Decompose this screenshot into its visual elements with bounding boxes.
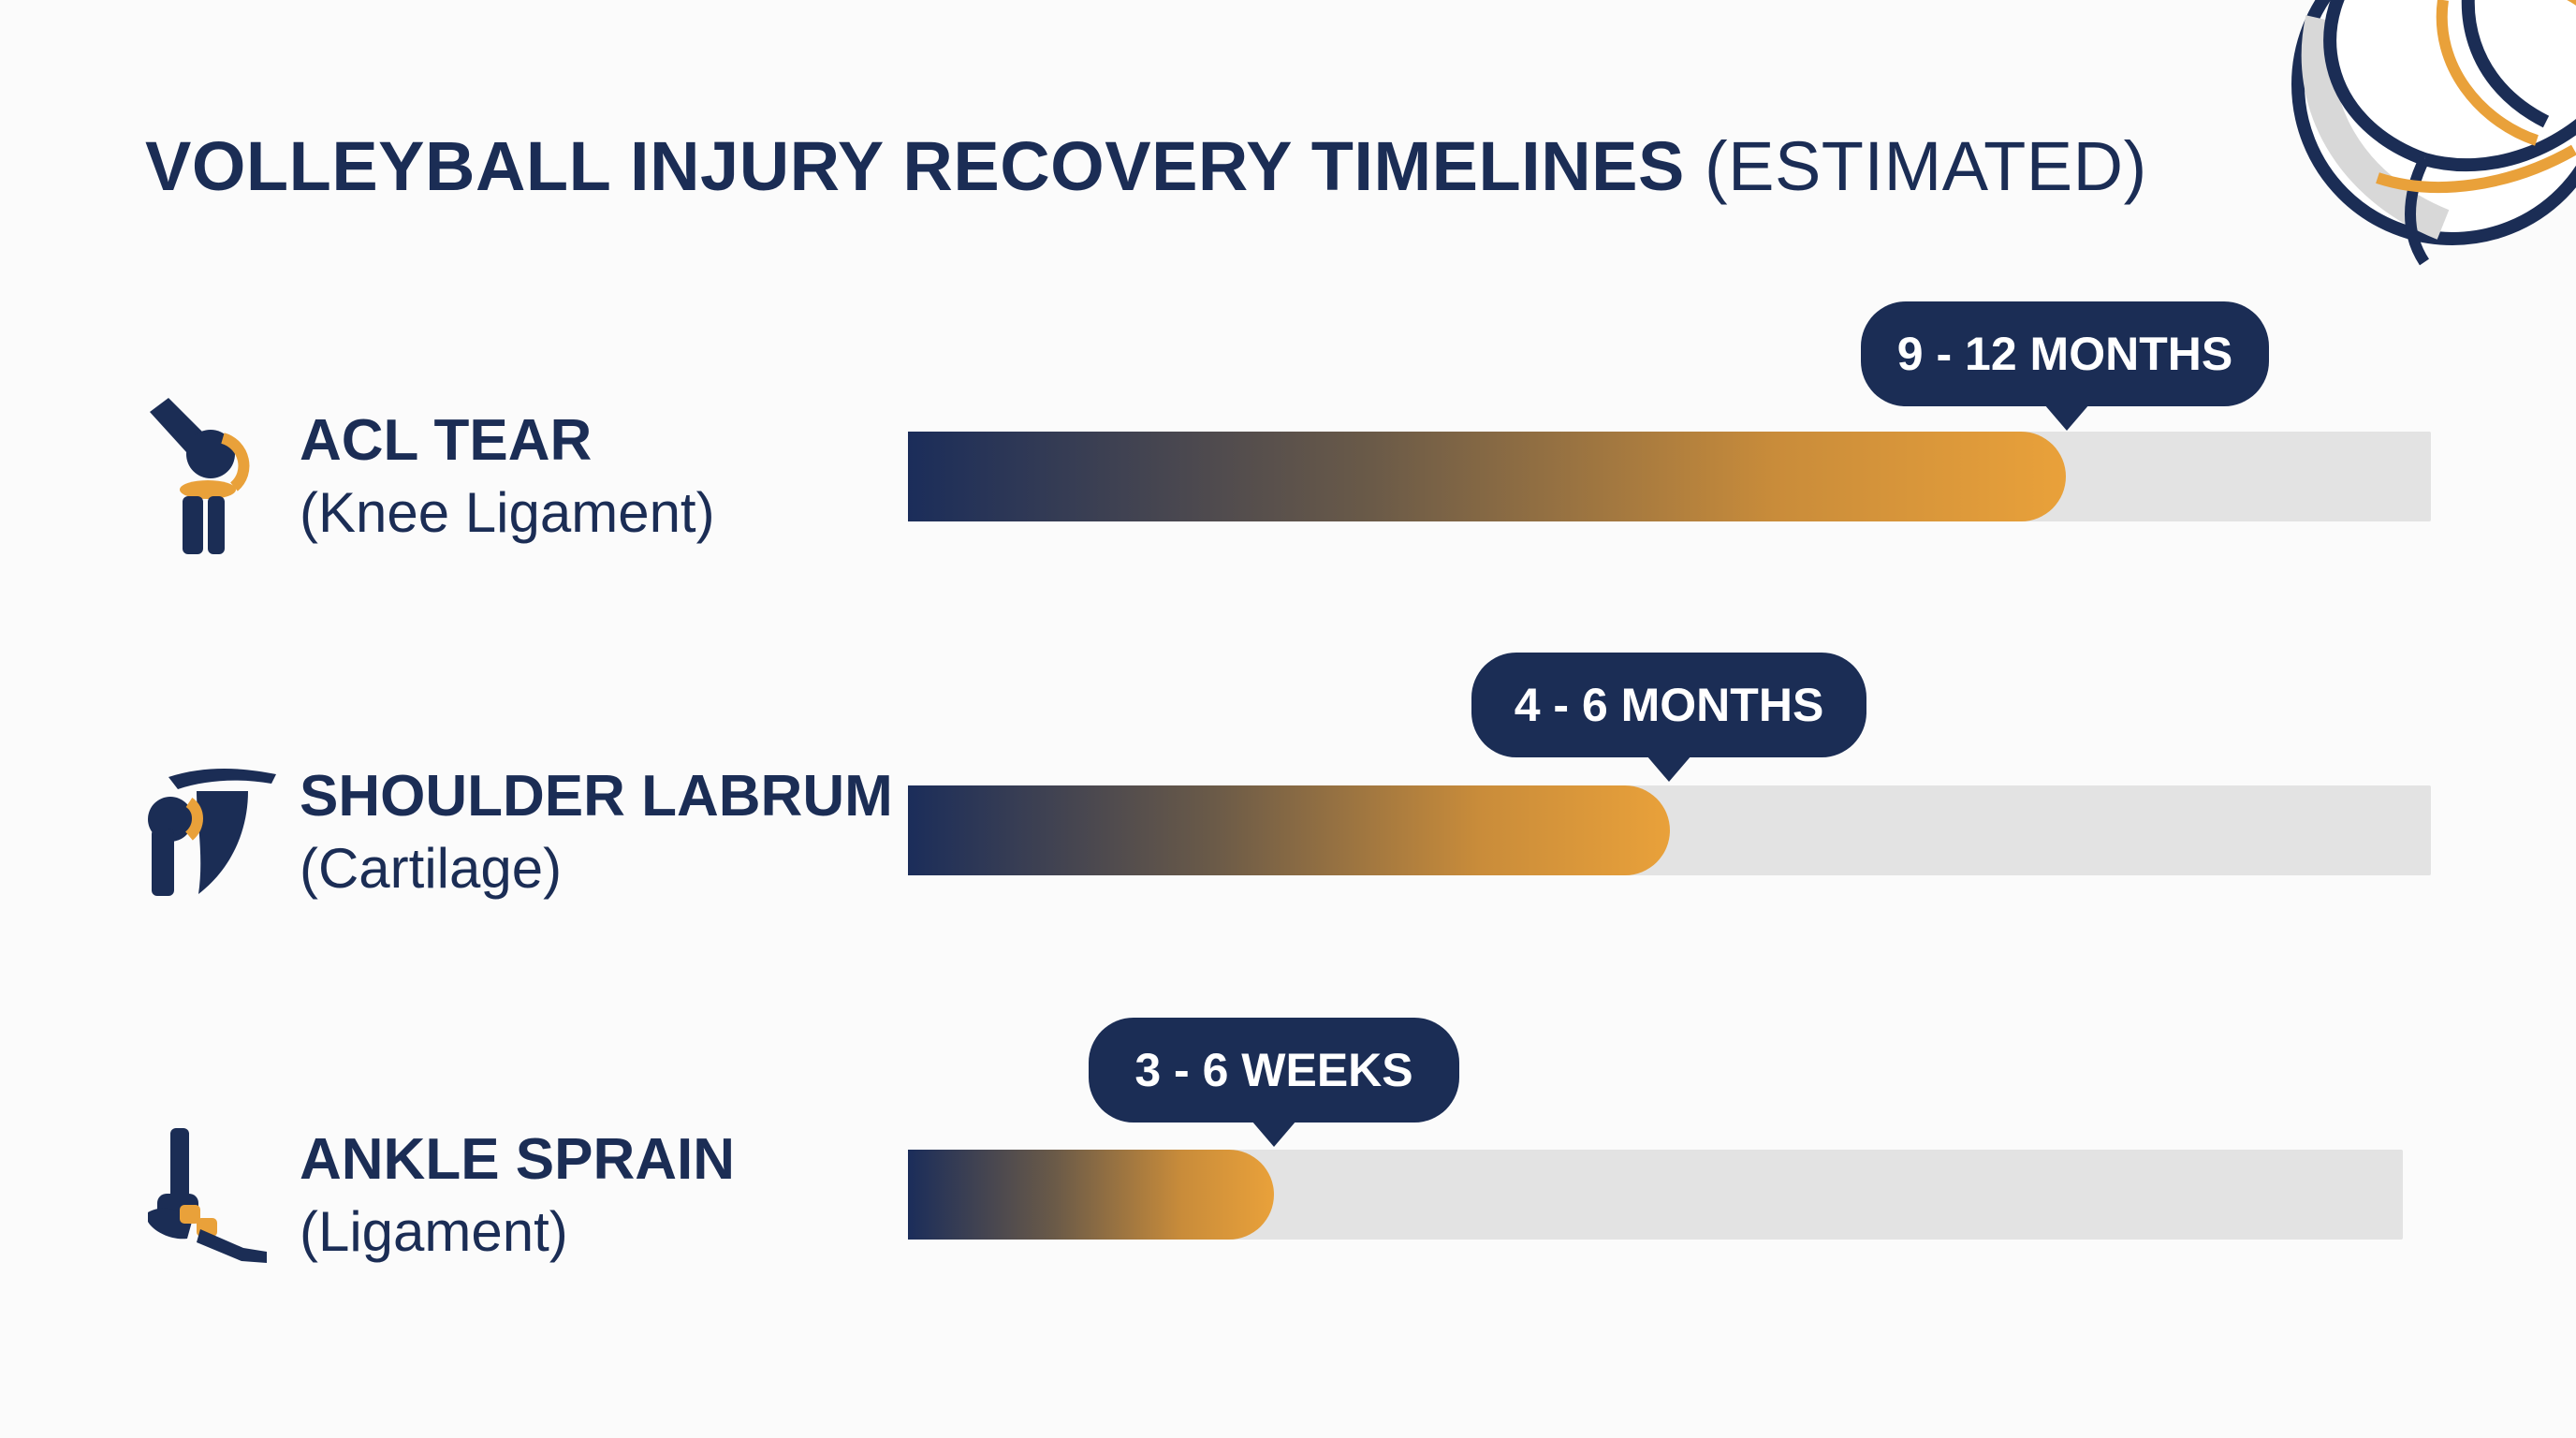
bar-label-ankle: 3 - 6 WEEKS [1089, 1018, 1459, 1123]
volleyball-icon [2291, 0, 2576, 266]
row-acl-name: ACL TEAR [300, 408, 593, 473]
row-shoulder-detail: (Cartilage) [300, 837, 563, 900]
bar-fill-ankle [908, 1150, 1275, 1240]
bar-label-shoulder: 4 - 6 MONTHS [1471, 653, 1866, 757]
chart-title-main: VOLLEYBALL INJURY RECOVERY TIMELINES [145, 127, 1685, 205]
bar-fill-shoulder [908, 785, 1670, 875]
row-shoulder-name: SHOULDER LABRUM [300, 764, 893, 829]
shoulder-joint-icon [148, 769, 276, 896]
row-ankle-name: ANKLE SPRAIN [300, 1127, 736, 1192]
ankle-joint-icon [148, 1128, 267, 1263]
row-ankle-detail: (Ligament) [300, 1200, 568, 1263]
bar-track-acl [908, 432, 2431, 521]
bar-label-acl: 9 - 12 MONTHS [1861, 301, 2269, 406]
row-acl-detail: (Knee Ligament) [300, 481, 715, 544]
bar-track-ankle [908, 1150, 2403, 1240]
knee-joint-icon [150, 398, 250, 554]
chart-title-suffix: (ESTIMATED) [1704, 127, 2147, 205]
bar-fill-acl [908, 432, 2066, 521]
chart-title: VOLLEYBALL INJURY RECOVERY TIMELINES (ES… [145, 126, 2147, 206]
bar-track-shoulder [908, 785, 2431, 875]
